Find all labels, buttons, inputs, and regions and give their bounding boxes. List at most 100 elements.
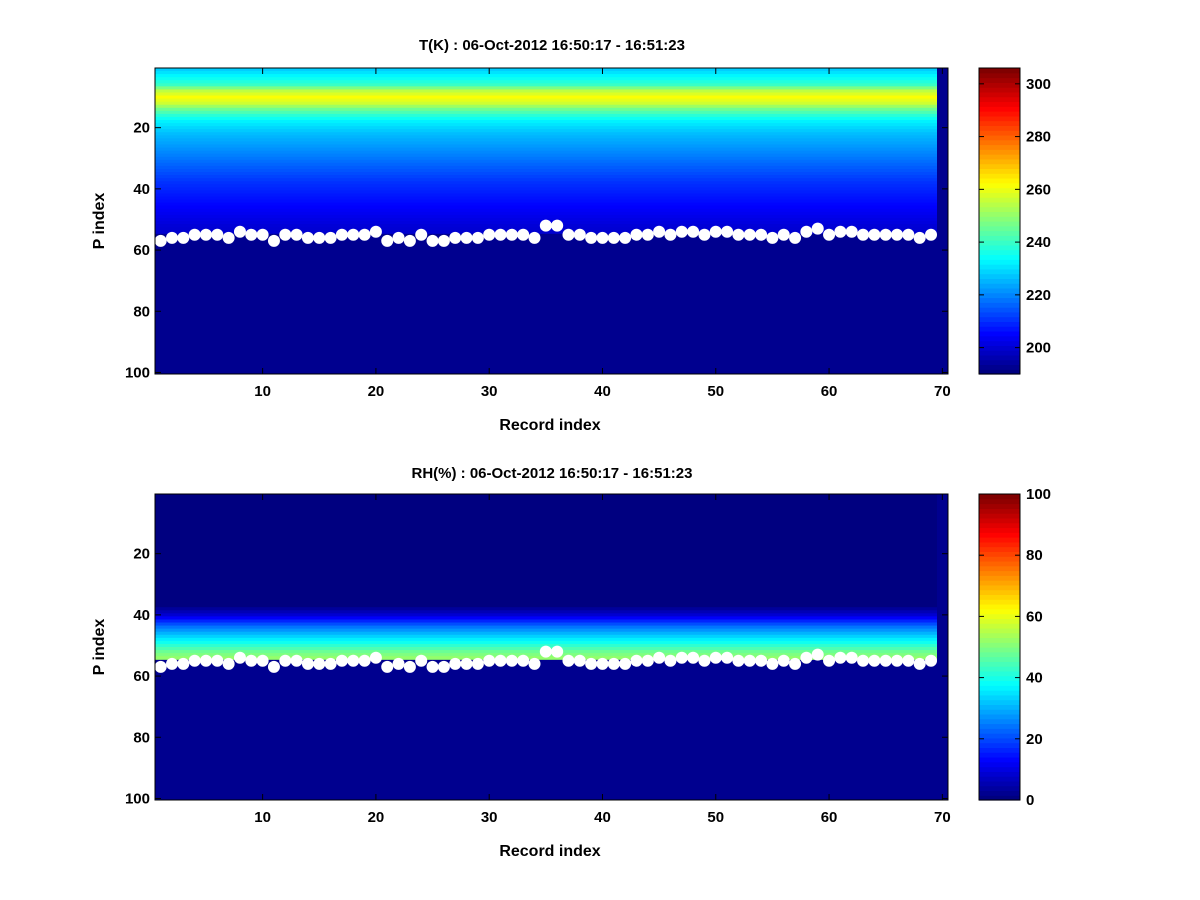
temperature-field-row bbox=[155, 187, 937, 191]
humidity-colorbar-segment bbox=[979, 546, 1020, 552]
humidity-colorbar-segment bbox=[979, 541, 1020, 548]
temperature-surface-marker bbox=[619, 231, 632, 244]
temperature-field-row bbox=[155, 135, 937, 139]
temperature-colorbar-tick-label: 200 bbox=[1026, 340, 1051, 357]
temperature-field-row bbox=[155, 104, 937, 109]
temperature-field-row bbox=[155, 168, 937, 173]
humidity-x-axis-label: Record index bbox=[499, 843, 600, 860]
temperature-surface-marker bbox=[347, 228, 360, 241]
humidity-colorbar-segment bbox=[979, 608, 1020, 615]
temperature-surface-marker bbox=[256, 228, 269, 241]
temperature-colorbar-tick-label: 300 bbox=[1026, 76, 1051, 93]
temperature-x-tick-label: 20 bbox=[368, 383, 385, 400]
humidity-surface-marker bbox=[324, 657, 337, 670]
temperature-colorbar-segment bbox=[979, 158, 1020, 165]
humidity-colorbar-segment bbox=[979, 503, 1020, 509]
temperature-field-row bbox=[155, 147, 937, 152]
humidity-colorbar-segment bbox=[979, 728, 1020, 734]
humidity-colorbar-segment bbox=[979, 795, 1020, 801]
temperature-surface-marker bbox=[823, 228, 836, 241]
temperature-colorbar-ticks: 200 220 240 260 280 300 bbox=[979, 76, 1051, 357]
temperature-colorbar-segment bbox=[979, 364, 1020, 370]
humidity-colorbar-segment bbox=[979, 680, 1020, 686]
humidity-field-row bbox=[155, 601, 937, 605]
humidity-field-row bbox=[155, 582, 937, 587]
temperature-surface-marker bbox=[585, 231, 598, 244]
temperature-x-tick-label: 30 bbox=[481, 383, 498, 400]
temperature-colorbar-segment bbox=[979, 77, 1020, 83]
humidity-colorbar-segment bbox=[979, 718, 1020, 725]
temperature-colorbar-segment bbox=[979, 211, 1020, 217]
temperature-field-row bbox=[155, 196, 937, 201]
temperature-y-tick-label: 60 bbox=[133, 242, 150, 259]
temperature-surface-marker bbox=[415, 228, 428, 241]
humidity-surface-marker bbox=[562, 654, 575, 667]
temperature-surface-marker bbox=[687, 225, 700, 238]
temperature-field-row bbox=[155, 159, 937, 164]
temperature-surface-marker bbox=[381, 234, 394, 247]
humidity-colorbar-segment bbox=[979, 651, 1020, 658]
temperature-colorbar-segment bbox=[979, 163, 1020, 170]
humidity-colorbar-segment bbox=[979, 551, 1020, 557]
temperature-colorbar-tick-label: 260 bbox=[1026, 181, 1051, 198]
temperature-field-row bbox=[155, 193, 937, 198]
humidity-surface-marker bbox=[925, 654, 938, 667]
humidity-surface-marker bbox=[664, 654, 677, 667]
temperature-field-row bbox=[155, 184, 937, 188]
temperature-field-row bbox=[155, 202, 937, 207]
humidity-surface-marker bbox=[528, 657, 541, 670]
temperature-field-row bbox=[155, 178, 937, 182]
temperature-colorbar-segment bbox=[979, 292, 1020, 299]
temperature-colorbar-segment bbox=[979, 350, 1020, 356]
temperature-y-axis-ticks: 20 40 60 80 100 bbox=[125, 120, 948, 381]
temperature-field-row bbox=[155, 74, 937, 78]
humidity-surface-marker bbox=[630, 654, 643, 667]
temperature-colorbar-segment bbox=[979, 321, 1020, 327]
humidity-surface-marker bbox=[471, 657, 484, 670]
temperature-colorbar-segment bbox=[979, 197, 1020, 203]
humidity-surface-marker bbox=[460, 657, 473, 670]
temperature-surface-marker bbox=[732, 228, 745, 241]
temperature-field-row bbox=[155, 83, 937, 87]
humidity-surface-marker bbox=[913, 657, 926, 670]
humidity-surface-marker bbox=[596, 657, 609, 670]
humidity-surface-marker bbox=[641, 654, 654, 667]
humidity-colorbar-segment bbox=[979, 690, 1020, 696]
humidity-field-row bbox=[155, 530, 937, 535]
humidity-surface-marker bbox=[789, 657, 802, 670]
temperature-field-row bbox=[155, 208, 937, 213]
temperature-field-row bbox=[155, 89, 937, 94]
humidity-surface-marker bbox=[347, 654, 360, 667]
temperature-colorbar-segment bbox=[979, 187, 1020, 193]
temperature-field-row bbox=[155, 190, 937, 195]
temperature-surface-marker bbox=[834, 225, 847, 238]
temperature-colorbar-segment bbox=[979, 120, 1020, 126]
temperature-field-row bbox=[155, 126, 937, 130]
humidity-colorbar-segment bbox=[979, 632, 1020, 639]
temperature-field-row bbox=[155, 92, 937, 97]
temperature-field-row bbox=[155, 80, 937, 84]
temperature-surface-marker bbox=[324, 231, 337, 244]
temperature-field-row bbox=[155, 214, 937, 219]
humidity-colorbar-segment bbox=[979, 565, 1020, 572]
temperature-field-row bbox=[155, 141, 937, 146]
humidity-colorbar-segment bbox=[979, 771, 1020, 777]
temperature-colorbar-segment bbox=[979, 240, 1020, 246]
humidity-colorbar-segment bbox=[979, 623, 1020, 629]
temperature-colorbar-segment bbox=[979, 96, 1020, 103]
humidity-surface-marker bbox=[800, 651, 813, 664]
humidity-field-row bbox=[155, 546, 937, 550]
humidity-surface-marker bbox=[653, 651, 666, 664]
humidity-colorbar-tick-label: 60 bbox=[1026, 608, 1043, 625]
humidity-surface-marker bbox=[211, 654, 224, 667]
temperature-x-tick-label: 10 bbox=[254, 383, 271, 400]
humidity-colorbar-tick-label: 40 bbox=[1026, 670, 1043, 687]
humidity-field-row bbox=[155, 631, 937, 636]
humidity-surface-marker bbox=[732, 654, 745, 667]
humidity-surface-marker bbox=[437, 660, 450, 673]
temperature-field-row bbox=[155, 156, 937, 161]
humidity-x-tick-label: 10 bbox=[254, 809, 271, 826]
humidity-field-row bbox=[155, 494, 937, 498]
temperature-field-row bbox=[155, 68, 937, 72]
humidity-field-row bbox=[155, 637, 937, 642]
